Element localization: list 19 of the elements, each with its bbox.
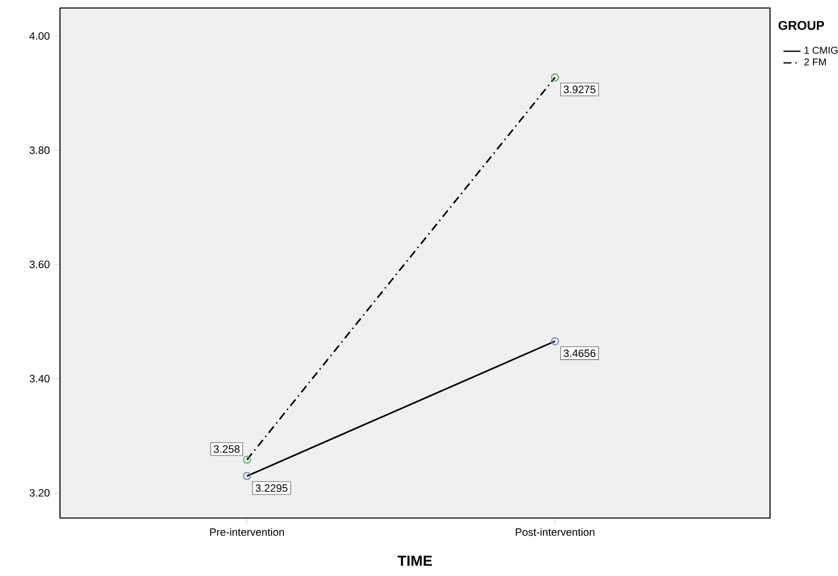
- legend-label: 2 FM: [804, 58, 826, 66]
- data-label: 3.2295: [256, 484, 288, 492]
- x-tick-label: Pre-intervention: [210, 528, 284, 536]
- point: [242, 472, 251, 480]
- y-tick-label: 3.40: [30, 374, 50, 382]
- legend-title: GROUP: [778, 20, 824, 30]
- y-tick-label: 3.80: [30, 146, 50, 154]
- data-label: 3.4656: [564, 349, 596, 358]
- point: [551, 337, 560, 346]
- point: [242, 456, 251, 464]
- legend-label: 1 CMIG: [804, 46, 838, 54]
- data-label: 3.9275: [564, 86, 596, 94]
- y-tick-label: 4.00: [29, 32, 50, 40]
- point: [551, 73, 560, 82]
- y-tick-label: 3.60: [30, 260, 50, 268]
- y-tick-label: 3.20: [30, 489, 50, 497]
- data-label: 3.258: [214, 445, 240, 453]
- x-tick-label: Post-intervention: [516, 528, 594, 536]
- x-axis-title: TIME: [398, 556, 432, 566]
